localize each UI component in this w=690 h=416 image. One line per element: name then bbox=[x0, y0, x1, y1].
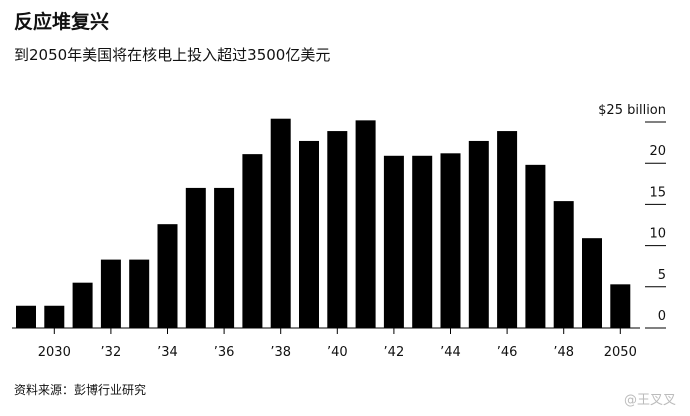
bar bbox=[610, 284, 631, 328]
bar bbox=[383, 155, 404, 328]
x-tick-label: ’36 bbox=[214, 345, 235, 360]
bar bbox=[582, 238, 602, 328]
watermark: @王叉叉 bbox=[624, 393, 676, 408]
bar bbox=[44, 305, 65, 328]
bar bbox=[16, 305, 36, 328]
x-tick-label: ’32 bbox=[101, 345, 122, 360]
bar bbox=[129, 259, 150, 328]
x-tick-label: ’44 bbox=[440, 345, 461, 360]
x-tick-label: 2030 bbox=[38, 345, 71, 360]
y-tick-label: 0 bbox=[658, 309, 666, 324]
source: 资料来源：彭博行业研究 bbox=[14, 382, 146, 397]
bar bbox=[299, 140, 319, 328]
bar bbox=[412, 155, 433, 328]
x-tick-label: ’38 bbox=[270, 345, 291, 360]
bar bbox=[270, 118, 291, 328]
x-tick-label: ’34 bbox=[157, 345, 178, 360]
bar bbox=[157, 224, 178, 328]
bar bbox=[355, 120, 376, 329]
chart-subtitle: 到2050年美国将在核电上投入超过3500亿美元 bbox=[14, 46, 330, 64]
bar bbox=[185, 187, 206, 328]
bar bbox=[553, 201, 574, 328]
bar bbox=[242, 154, 263, 328]
y-tick-label: $25 billion bbox=[598, 103, 666, 118]
y-tick-label: 10 bbox=[649, 227, 666, 242]
bar bbox=[497, 131, 518, 328]
bar bbox=[100, 259, 121, 328]
bar bbox=[468, 140, 489, 328]
y-tick-label: 15 bbox=[649, 185, 666, 200]
bar bbox=[525, 164, 546, 328]
y-tick-label: 20 bbox=[649, 144, 666, 159]
x-tick-label: ’46 bbox=[497, 345, 518, 360]
x-tick-label: 2050 bbox=[604, 345, 637, 360]
bar bbox=[214, 187, 235, 328]
bar bbox=[72, 282, 93, 328]
x-tick-label: ’40 bbox=[327, 345, 348, 360]
chart-title: 反应堆复兴 bbox=[14, 10, 109, 33]
bar bbox=[440, 153, 461, 328]
x-tick-label: ’42 bbox=[384, 345, 405, 360]
bar bbox=[327, 131, 348, 328]
y-tick-label: 5 bbox=[658, 268, 666, 283]
x-tick-label: ’48 bbox=[553, 345, 574, 360]
